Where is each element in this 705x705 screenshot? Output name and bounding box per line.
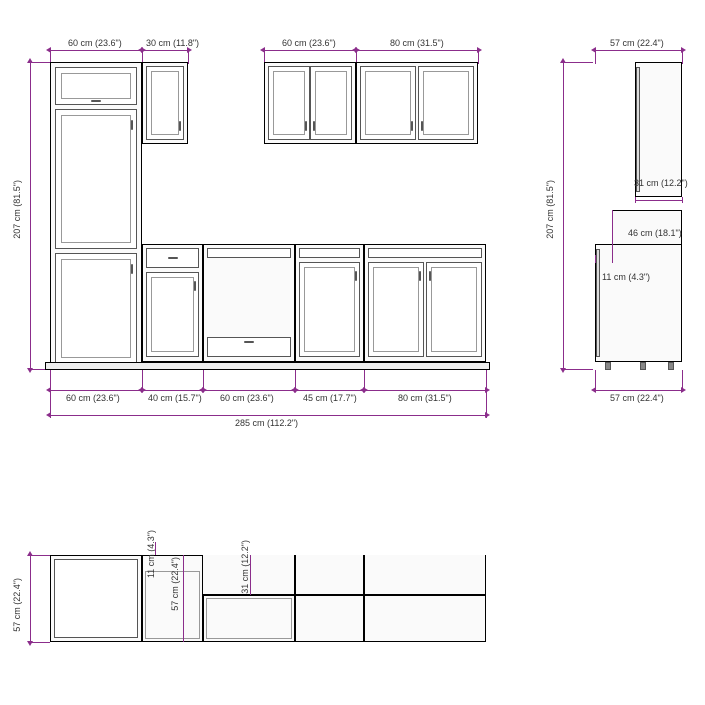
lbl-bot-60: 60 cm (23.6") <box>66 393 120 403</box>
tall-cabinet <box>50 62 142 369</box>
lbl-bot-40: 40 cm (15.7") <box>148 393 202 403</box>
lbl-left-207: 207 cm (81.5") <box>12 180 22 239</box>
upper-60 <box>264 62 356 144</box>
lbl-top-left57: 57 cm (22.4") <box>12 578 22 632</box>
dim-bot-45 <box>295 390 364 391</box>
dim-side-207 <box>563 62 564 369</box>
tv-base80 <box>364 595 486 642</box>
lbl-side-11: 11 cm (4.3") <box>602 272 650 282</box>
dim-bot-60 <box>50 390 142 391</box>
lbl-top-60b: 60 cm (23.6") <box>282 38 336 48</box>
lbl-tv-31: 31 cm (12.2") <box>240 540 250 594</box>
lbl-side-31: 31 cm (12.2") <box>634 178 688 188</box>
lbl-side-bot57: 57 cm (22.4") <box>610 393 664 403</box>
lbl-bot-80: 80 cm (31.5") <box>398 393 452 403</box>
dim-top-60a <box>50 50 142 51</box>
side-upper <box>635 62 682 197</box>
dim-bot-80 <box>364 390 486 391</box>
dim-bot-40 <box>142 390 203 391</box>
lbl-side-46: 46 cm (18.1") <box>628 228 682 238</box>
dim-side-top57 <box>595 50 682 51</box>
lbl-bot-60b: 60 cm (23.6") <box>220 393 274 403</box>
side-lower <box>595 244 682 362</box>
dim-side-bot57 <box>595 390 682 391</box>
upper-30 <box>142 62 188 144</box>
lbl-tv-57: 57 cm (22.4") <box>170 557 180 611</box>
dim-top-80 <box>356 50 478 51</box>
dim-top-30 <box>142 50 188 51</box>
base-45 <box>295 244 364 362</box>
dim-top-60b <box>264 50 356 51</box>
dim-285 <box>50 415 486 416</box>
lbl-side-207: 207 cm (81.5") <box>545 180 555 239</box>
tv-base60 <box>203 595 295 642</box>
lbl-top-60a: 60 cm (23.6") <box>68 38 122 48</box>
lbl-285: 285 cm (112.2") <box>235 418 298 428</box>
upper-80 <box>356 62 478 144</box>
lbl-side-top57: 57 cm (22.4") <box>610 38 664 48</box>
tv-base45 <box>295 595 364 642</box>
base-40 <box>142 244 203 362</box>
lbl-bot-45: 45 cm (17.7") <box>303 393 357 403</box>
dim-left-207 <box>30 62 31 369</box>
lbl-top-30: 30 cm (11.8") <box>146 38 199 48</box>
base-80 <box>364 244 486 362</box>
lbl-top-80: 80 cm (31.5") <box>390 38 444 48</box>
foot <box>640 362 646 370</box>
foot <box>605 362 611 370</box>
tv-tall <box>50 555 142 642</box>
dim-top-left57 <box>30 555 31 642</box>
dim-bot-60b <box>203 390 295 391</box>
plinth <box>45 362 490 370</box>
base-oven-60 <box>203 244 295 362</box>
foot <box>668 362 674 370</box>
